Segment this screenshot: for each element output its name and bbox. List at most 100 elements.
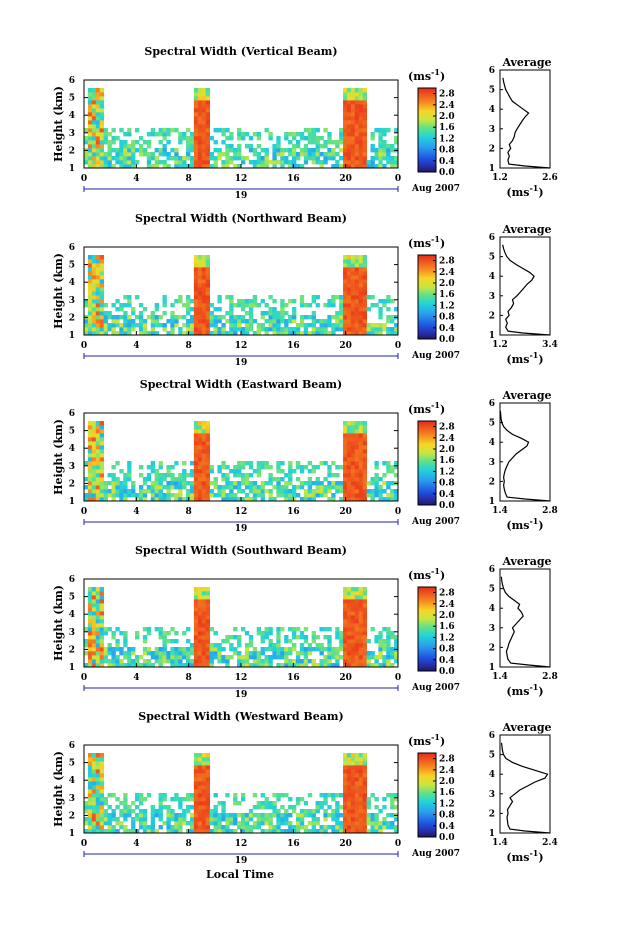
heatmap-cell	[343, 100, 348, 105]
heatmap-cell	[382, 643, 387, 648]
heatmap-cell	[394, 461, 399, 466]
heatmap-cell	[225, 817, 230, 822]
heatmap-cell	[362, 793, 368, 798]
heatmap-cell	[343, 457, 348, 462]
heatmap-cell	[87, 100, 93, 105]
heatmap-cell	[307, 481, 313, 486]
heatmap-cell	[99, 315, 105, 320]
heatmap-cell	[142, 829, 148, 834]
heatmap-cell	[189, 331, 195, 336]
heatmap-cell	[390, 663, 395, 668]
heatmap-cell	[205, 132, 211, 137]
heatmap-cell	[362, 441, 368, 446]
heatmap-cell	[264, 152, 269, 157]
heatmap-cell	[131, 152, 136, 157]
heatmap-cell	[178, 825, 183, 830]
heatmap-cell	[248, 461, 254, 466]
heatmap-cell	[127, 469, 132, 474]
heatmap-cell	[386, 821, 391, 826]
heatmap-cell	[386, 627, 391, 632]
heatmap-cell	[166, 493, 171, 498]
heatmap-cell	[99, 291, 105, 296]
heatmap-cell	[260, 821, 265, 826]
heatmap-cell	[186, 323, 191, 328]
heatmap-cell	[158, 659, 163, 664]
heatmap-cell	[154, 160, 159, 165]
heatmap-cell	[99, 271, 105, 276]
heatmap-cell	[229, 160, 234, 165]
heatmap-cell	[99, 307, 105, 312]
heatmap-cell	[95, 327, 101, 332]
heatmap-cell	[162, 655, 167, 660]
heatmap-cell	[362, 591, 368, 596]
heatmap-cell	[87, 275, 93, 280]
heatmap-cell	[362, 144, 368, 149]
heatmap-cell	[378, 825, 383, 830]
heatmap-cell	[91, 813, 97, 818]
heatmap-cell	[292, 635, 297, 640]
heatmap-cell	[91, 785, 97, 790]
heatmap-cell	[358, 469, 364, 474]
heatmap-cell	[295, 164, 301, 169]
heatmap-cell	[346, 461, 352, 466]
heatmap-cell	[237, 485, 242, 490]
heatmap-cell	[103, 128, 108, 133]
heatmap-cell	[362, 643, 368, 648]
heatmap-cell	[307, 659, 313, 664]
heatmap-cell	[193, 267, 199, 272]
heatmap-cell	[127, 659, 132, 664]
heatmap-cell	[205, 659, 211, 664]
heatmap-cell	[350, 813, 356, 818]
heatmap-cell	[178, 485, 183, 490]
heatmap-cell	[354, 753, 360, 758]
heatmap-cell	[295, 331, 301, 336]
heatmap-cell	[362, 299, 368, 304]
heatmap-cell	[382, 647, 387, 652]
heatmap-cell	[358, 773, 364, 778]
heatmap-cell	[264, 156, 269, 161]
x-tick-label: 0	[395, 839, 401, 849]
heatmap-cell	[115, 663, 120, 668]
heatmap-cell	[350, 777, 356, 782]
heatmap-cell	[91, 96, 97, 101]
heatmap-cell	[111, 465, 116, 470]
heatmap-cell	[99, 128, 105, 133]
heatmap-cell	[221, 164, 226, 169]
heatmap-cell	[87, 449, 93, 454]
heatmap-cell	[201, 797, 207, 802]
heatmap-cell	[87, 813, 93, 818]
heatmap-cell	[315, 805, 320, 810]
heatmap-cell	[186, 489, 191, 494]
heatmap-cell	[362, 481, 368, 486]
heatmap-cell	[346, 659, 352, 664]
heatmap-cell	[174, 639, 179, 644]
heatmap-cell	[186, 128, 191, 133]
heatmap-cell	[311, 647, 316, 652]
heatmap-cell	[99, 611, 105, 616]
heatmap-cell	[87, 623, 93, 628]
colorbar-tick-label: 2.4	[439, 268, 455, 278]
heatmap-cell	[299, 635, 305, 640]
heatmap-cell	[99, 144, 105, 149]
heatmap-cell	[201, 120, 207, 125]
heatmap-cell	[284, 489, 289, 494]
heatmap-cell	[315, 465, 320, 470]
heatmap-cell	[350, 299, 356, 304]
heatmap-cell	[123, 643, 128, 648]
heatmap-cell	[107, 805, 112, 810]
heatmap-cell	[189, 825, 195, 830]
heatmap-cell	[264, 631, 269, 636]
heatmap-cell	[87, 311, 93, 316]
heatmap-cell	[150, 655, 156, 660]
heatmap-cell	[370, 813, 375, 818]
heatmap-cell	[354, 267, 360, 272]
panel-5: Spectral Width (Westward Beam)123456Heig…	[52, 710, 558, 866]
heatmap-cell	[99, 481, 105, 486]
heatmap-cell	[346, 587, 352, 592]
heatmap-cell	[103, 627, 108, 632]
heatmap-cell	[91, 287, 97, 292]
heatmap-cell	[221, 485, 226, 490]
heatmap-cell	[205, 769, 211, 774]
heatmap-cell	[119, 493, 124, 498]
heatmap-cell	[233, 315, 238, 320]
